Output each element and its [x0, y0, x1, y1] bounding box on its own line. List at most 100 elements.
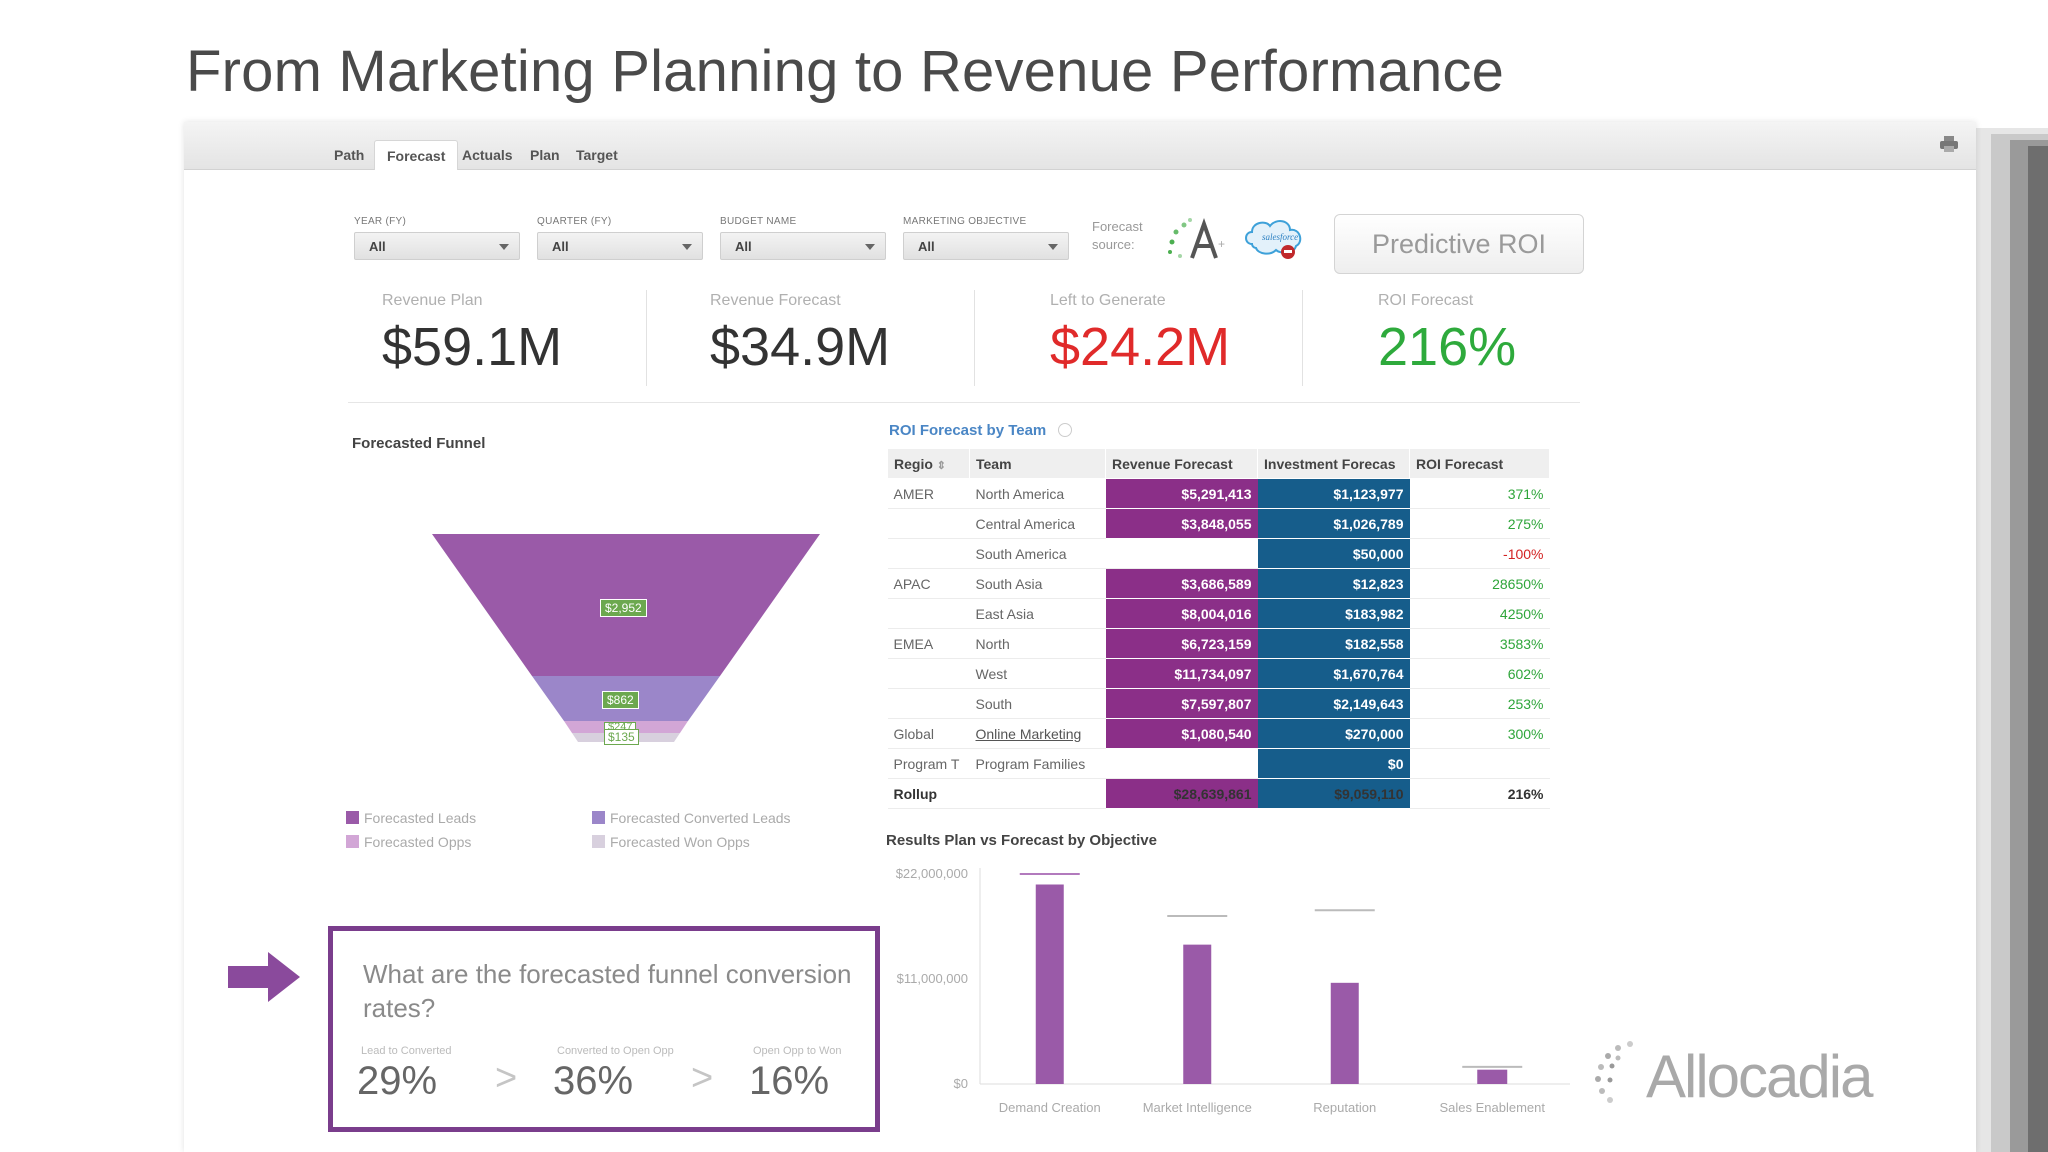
info-icon[interactable] — [1058, 423, 1073, 437]
cell-revenue: $6,723,159 — [1105, 628, 1258, 659]
quarter-filter-select[interactable]: All — [537, 232, 703, 260]
table-row: APAC South Asia $3,686,589 $12,823 28650% — [887, 568, 1550, 599]
cell-investment: $1,123,977 — [1257, 478, 1410, 509]
year-filter-label: YEAR (FY) — [354, 216, 407, 227]
forecast-bar — [1477, 1069, 1508, 1084]
column-header-revenue[interactable]: Revenue Forecast — [1105, 448, 1258, 479]
objective-filter-label: MARKETING OBJECTIVE — [903, 216, 1027, 227]
cell-team[interactable]: Online Marketing — [969, 718, 1106, 749]
kpi-divider — [974, 290, 975, 386]
funnel-chart — [432, 534, 820, 742]
allocadia-logo: Allocadia — [1588, 1036, 1928, 1116]
funnel-stage-label: $2,952 — [600, 599, 647, 617]
table-row: East Asia $8,004,016 $183,982 4250% — [887, 598, 1550, 629]
rate-label: Open Opp to Won — [753, 1045, 842, 1057]
cell-region: Program T — [887, 748, 970, 779]
year-filter-value: All — [369, 239, 386, 254]
cell-revenue — [1105, 748, 1258, 779]
sort-icon[interactable]: ⇕ — [936, 459, 946, 472]
slide-title: From Marketing Planning to Revenue Perfo… — [186, 39, 1505, 104]
roi-table: Regio ⇕ Team Revenue Forecast Investment… — [887, 448, 1550, 809]
cell-region — [887, 658, 970, 689]
cell-roi — [1409, 748, 1550, 779]
allocadia-a-icon[interactable]: + — [1162, 212, 1228, 264]
cell-investment: $0 — [1257, 748, 1410, 779]
y-tick-label: $22,000,000 — [896, 866, 968, 881]
kpi-label: Left to Generate — [1050, 292, 1166, 309]
rate-value: 36% — [553, 1059, 634, 1103]
dashboard-screenshot: Path Forecast Actuals Plan Target YEAR (… — [184, 122, 1976, 1152]
rate-value: 29% — [357, 1059, 438, 1103]
table-header-row: Regio ⇕ Team Revenue Forecast Investment… — [887, 448, 1550, 479]
kpi-value: $59.1M — [382, 317, 563, 377]
cell-region — [887, 688, 970, 719]
tab-path[interactable]: Path — [334, 147, 365, 163]
cell-roi: 275% — [1409, 508, 1550, 539]
table-row: Program T Program Families $0 — [887, 748, 1550, 779]
kpi-label: Revenue Plan — [382, 292, 483, 309]
legend-swatch — [592, 811, 605, 824]
cell-roi: 28650% — [1409, 568, 1550, 599]
cell-roi: -100% — [1409, 538, 1550, 569]
tab-actuals[interactable]: Actuals — [462, 147, 513, 163]
legend-item: Forecasted Leads — [346, 810, 476, 826]
cell-team: East Asia — [969, 598, 1106, 629]
forecast-bar — [1330, 982, 1359, 1084]
cell-revenue: $7,597,807 — [1105, 688, 1258, 719]
cell-investment: $12,823 — [1257, 568, 1410, 599]
kpi-left-to-generate: Left to Generate $24.2M — [1050, 292, 1350, 388]
cell-revenue: $3,848,055 — [1105, 508, 1258, 539]
cell-investment: $183,982 — [1257, 598, 1410, 629]
legend-item: Forecasted Converted Leads — [592, 810, 791, 826]
y-tick-label: $11,000,000 — [897, 971, 968, 986]
funnel-stage-label: $135 — [604, 729, 639, 745]
cell-roi: 4250% — [1409, 598, 1550, 629]
tab-plan[interactable]: Plan — [530, 147, 560, 163]
table-row: Global Online Marketing $1,080,540 $270,000… — [887, 718, 1550, 749]
cell-revenue: $28,639,861 — [1105, 778, 1258, 809]
conversion-rates-callout: What are the forecasted funnel conversio… — [328, 926, 880, 1132]
funnel-stage-label: $862 — [602, 691, 639, 709]
column-header-investment[interactable]: Investment Forecas — [1257, 448, 1410, 479]
legend-swatch — [592, 835, 605, 848]
budget-filter-select[interactable]: All — [720, 232, 886, 260]
forecast-source-line2: source: — [1092, 237, 1135, 252]
x-tick-label: Market Intelligence — [1143, 1100, 1252, 1115]
forecast-bar — [1183, 944, 1212, 1084]
table-row-rollup: Rollup $28,639,861 $9,059,110 216% — [887, 778, 1550, 809]
table-row: AMER North America $5,291,413 $1,123,977 371… — [887, 478, 1550, 509]
cell-team: South America — [969, 538, 1106, 569]
results-chart-title: Results Plan vs Forecast by Objective — [886, 832, 1157, 849]
year-filter-select[interactable]: All — [354, 232, 520, 260]
cell-revenue: $3,686,589 — [1105, 568, 1258, 599]
table-row: West $11,734,097 $1,670,764 602% — [887, 658, 1550, 689]
budget-filter-value: All — [735, 239, 752, 254]
legend-item: Forecasted Won Opps — [592, 834, 750, 850]
kpi-divider — [646, 290, 647, 386]
kpi-divider — [1302, 290, 1303, 386]
cell-revenue: $5,291,413 — [1105, 478, 1258, 509]
cell-region: Rollup — [887, 778, 970, 809]
cell-investment: $1,026,789 — [1257, 508, 1410, 539]
tab-forecast[interactable]: Forecast — [374, 140, 459, 170]
print-icon[interactable] — [1938, 134, 1960, 154]
chevron-down-icon — [682, 244, 692, 250]
cell-region — [887, 508, 970, 539]
budget-filter-label: BUDGET NAME — [720, 216, 797, 227]
objective-filter-select[interactable]: All — [903, 232, 1069, 260]
forecast-source-label: Forecast source: — [1092, 218, 1162, 254]
cell-region: APAC — [887, 568, 970, 599]
column-header-region[interactable]: Regio ⇕ — [887, 448, 970, 479]
kpi-value: $34.9M — [710, 317, 891, 377]
cell-region — [887, 598, 970, 629]
legend-label: Forecasted Leads — [364, 810, 477, 826]
column-header-roi[interactable]: ROI Forecast — [1409, 448, 1550, 479]
cell-team: Central America — [969, 508, 1106, 539]
column-header-team[interactable]: Team — [969, 448, 1106, 479]
predictive-roi-button[interactable]: Predictive ROI — [1334, 214, 1584, 274]
tab-target[interactable]: Target — [576, 147, 618, 163]
cell-region: EMEA — [887, 628, 970, 659]
legend-item: Forecasted Opps — [346, 834, 471, 850]
salesforce-icon[interactable]: salesforce — [1240, 214, 1310, 262]
table-row: South $7,597,807 $2,149,643 253% — [887, 688, 1550, 719]
